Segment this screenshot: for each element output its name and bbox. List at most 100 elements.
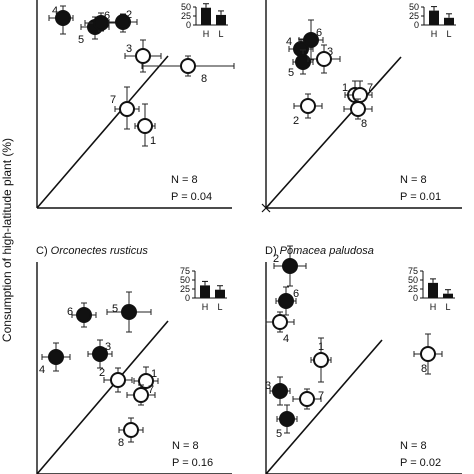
inset-tick-label: 25 bbox=[409, 11, 419, 21]
point-label: 3 bbox=[126, 43, 132, 55]
annotation-n: N = 8 bbox=[400, 174, 427, 186]
point-label: 5 bbox=[78, 34, 84, 46]
open-point-2: 2 bbox=[99, 367, 133, 393]
data-point-marker bbox=[295, 54, 311, 70]
data-point-marker bbox=[313, 352, 329, 368]
point-label: 4 bbox=[39, 364, 45, 376]
data-point-marker bbox=[93, 15, 109, 31]
data-point-marker bbox=[121, 304, 137, 320]
point-label: 7 bbox=[148, 384, 154, 396]
data-point-marker bbox=[55, 10, 71, 26]
inset-tick-label: 0 bbox=[413, 293, 418, 303]
point-label: 1 bbox=[151, 368, 157, 380]
open-point-2: 2 bbox=[293, 93, 323, 127]
inset-category-label: H bbox=[202, 302, 209, 312]
filled-point-3: 3 bbox=[265, 376, 291, 406]
inset-bar-L bbox=[443, 293, 453, 298]
panel-title: C) Orconectes rusticus bbox=[36, 245, 148, 257]
inset-tick-label: 50 bbox=[181, 2, 191, 12]
point-label: 8 bbox=[421, 363, 427, 375]
inset-tick-label: 25 bbox=[180, 284, 190, 294]
inset-tick-label: 0 bbox=[414, 20, 419, 30]
filled-point-6: 6 bbox=[67, 302, 97, 328]
data-point-marker bbox=[48, 349, 64, 365]
annotation-n: N = 8 bbox=[172, 440, 199, 452]
point-label: 2 bbox=[99, 367, 105, 379]
inset-category-label: L bbox=[218, 29, 223, 39]
point-label: 2 bbox=[126, 9, 132, 21]
inset-tick-label: 0 bbox=[186, 20, 191, 30]
reference-line bbox=[265, 339, 383, 474]
panel-title: D) Pomacea paludosa bbox=[265, 245, 374, 257]
filled-point-2: 2 bbox=[273, 245, 307, 287]
point-label: 5 bbox=[112, 303, 118, 315]
data-point-marker bbox=[115, 14, 131, 30]
point-label: 1 bbox=[150, 135, 156, 147]
data-point-marker bbox=[278, 293, 294, 309]
point-label: 2 bbox=[293, 115, 299, 127]
data-point-marker bbox=[135, 48, 151, 64]
point-label: 3 bbox=[105, 341, 111, 353]
inset-tick-label: 25 bbox=[408, 284, 418, 294]
point-label: 4 bbox=[283, 333, 289, 345]
inset-tick-label: 50 bbox=[408, 275, 418, 285]
open-point-8: 8 bbox=[141, 55, 235, 85]
open-point-4: 4 bbox=[265, 311, 295, 345]
point-label: 7 bbox=[110, 94, 116, 106]
point-label: 2 bbox=[273, 253, 279, 265]
panel-letter: C) bbox=[36, 245, 51, 257]
annotation-p: P = 0.02 bbox=[400, 457, 441, 469]
species-name: Orconectes rusticus bbox=[51, 245, 149, 257]
data-point-marker bbox=[272, 383, 288, 399]
filled-point-6: 6 bbox=[275, 286, 299, 316]
point-label: 8 bbox=[118, 437, 124, 449]
data-point-marker bbox=[119, 101, 135, 117]
inset-bar-L bbox=[444, 17, 454, 25]
origin-mark bbox=[261, 203, 271, 213]
filled-point-2: 2 bbox=[108, 9, 138, 33]
data-point-marker bbox=[123, 422, 139, 438]
data-point-marker bbox=[420, 346, 436, 362]
inset-bar-H bbox=[200, 285, 210, 298]
point-label: 6 bbox=[293, 288, 299, 300]
y-axis-label: Consumption of high-latitude plant (%) bbox=[0, 138, 14, 342]
filled-point-5: 5 bbox=[276, 404, 298, 440]
point-label: 6 bbox=[67, 306, 73, 318]
inset-tick-label: 0 bbox=[185, 293, 190, 303]
filled-point-4: 4 bbox=[48, 5, 74, 35]
point-label: 7 bbox=[318, 390, 324, 402]
point-label: 3 bbox=[265, 380, 271, 392]
annotation-p: P = 0.16 bbox=[172, 457, 213, 469]
filled-point-6: 6 bbox=[84, 10, 118, 32]
data-point-marker bbox=[350, 101, 366, 117]
open-point-7: 7 bbox=[126, 384, 156, 406]
data-point-marker bbox=[316, 51, 332, 67]
filled-point-4: 4 bbox=[39, 342, 71, 376]
data-point-marker bbox=[279, 411, 295, 427]
inset-bar-H bbox=[429, 10, 439, 25]
inset-bar-L bbox=[216, 14, 226, 25]
open-point-8: 8 bbox=[343, 98, 373, 130]
filled-point-5: 5 bbox=[288, 49, 314, 79]
filled-point-5: 5 bbox=[106, 291, 152, 333]
species-name: Pomacea paludosa bbox=[280, 245, 374, 257]
annotation-p: P = 0.04 bbox=[171, 191, 212, 203]
inset-bar-H bbox=[428, 282, 438, 298]
inset-tick-label: 75 bbox=[180, 266, 190, 276]
open-point-1: 1 bbox=[310, 337, 332, 383]
data-point-marker bbox=[282, 258, 298, 274]
open-point-7: 7 bbox=[110, 86, 140, 130]
data-point-marker bbox=[303, 32, 319, 48]
inset-category-label: L bbox=[217, 302, 222, 312]
data-point-marker bbox=[137, 118, 153, 134]
point-label: 7 bbox=[367, 82, 373, 94]
data-point-marker bbox=[352, 87, 368, 103]
data-point-marker bbox=[272, 314, 288, 330]
point-label: 1 bbox=[342, 82, 348, 94]
data-point-marker bbox=[300, 98, 316, 114]
filled-point-3: 3 bbox=[87, 339, 113, 369]
